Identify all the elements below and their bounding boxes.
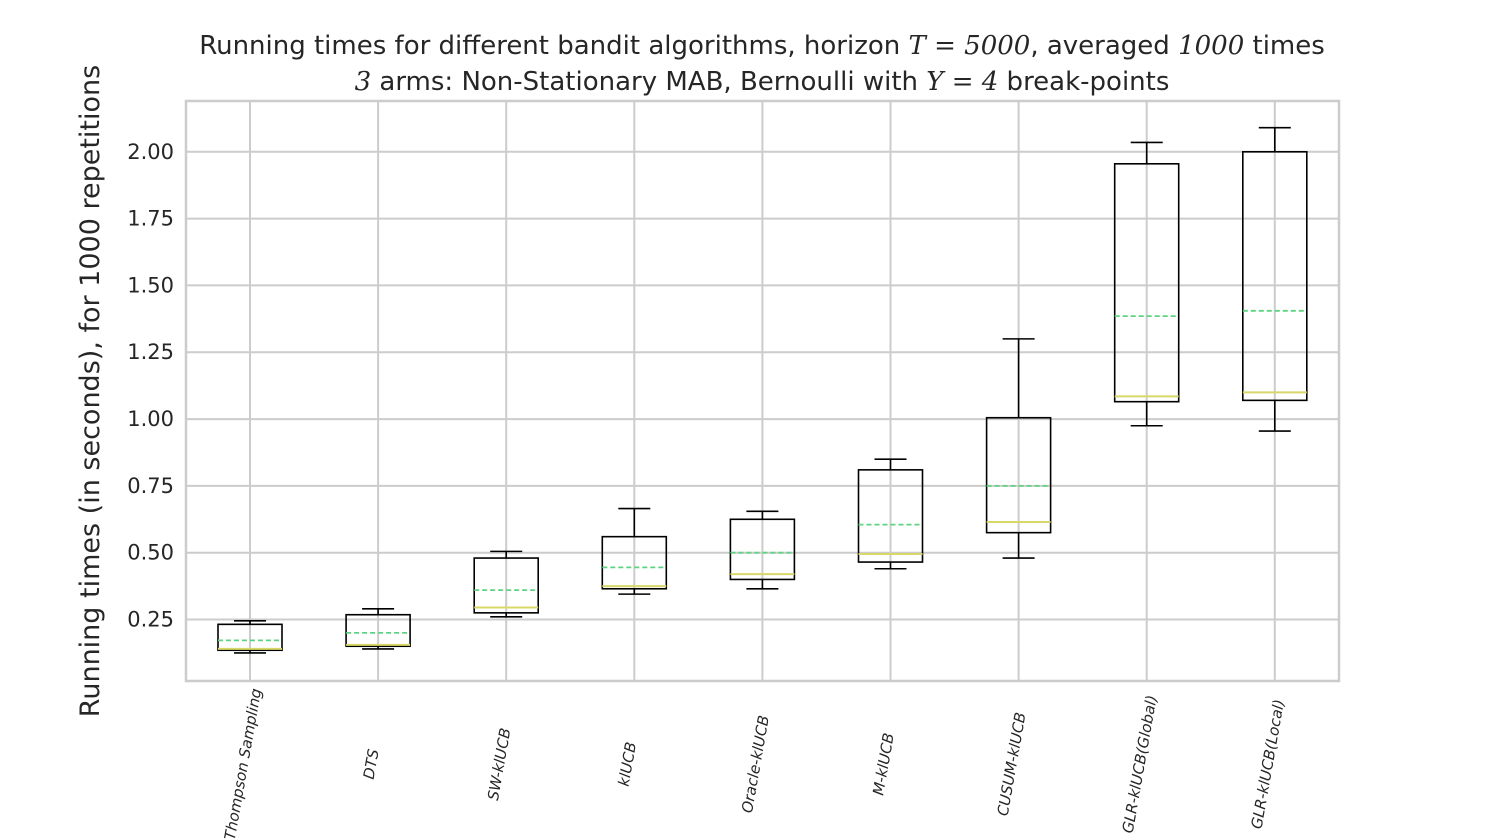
y-tick-label: 1.00 — [127, 407, 174, 431]
title1-middle: , averaged — [1030, 31, 1178, 61]
x-ticks: Thompson Sampling DTS SW-klUCB klUCB Oracle-… — [221, 687, 1288, 840]
box-9 — [1242, 126, 1308, 432]
box-body — [985, 416, 1052, 534]
x-tick-label: Thompson Sampling — [221, 687, 265, 840]
title2-math1: 3 — [355, 67, 372, 97]
plot-frame — [184, 99, 1341, 683]
x-tick-label: CUSUM-klUCB — [994, 711, 1030, 817]
title2-math2: Υ = 4 — [926, 67, 998, 97]
boxes — [217, 126, 1308, 654]
x-tick-label: klUCB — [615, 741, 640, 788]
chart-title-line2: 3 arms: Non-Stationary MAB, Bernoulli wi… — [355, 67, 1170, 97]
title1-math1: T = 5000 — [909, 31, 1031, 61]
x-tick-label: GLR-klUCB(Global) — [1119, 694, 1161, 835]
y-ticks: 0.25 0.50 0.75 1.00 1.25 1.50 1.75 2.00 — [127, 140, 174, 632]
box-body — [217, 623, 283, 652]
y-tick-label: 1.25 — [127, 340, 174, 364]
x-tick-label: M-klUCB — [869, 732, 898, 797]
box-body — [729, 518, 796, 581]
box-body — [601, 535, 668, 590]
box-body — [1242, 150, 1308, 402]
box-5 — [729, 510, 796, 590]
box-body — [857, 469, 924, 563]
box-2 — [345, 608, 411, 650]
title2-middle: arms: Non-Stationary MAB, Bernoulli with — [371, 67, 926, 97]
x-tick-label: Oracle-klUCB — [738, 714, 773, 814]
y-tick-label: 0.25 — [127, 608, 174, 632]
y-tick-label: 1.75 — [127, 207, 174, 231]
x-tick-label: GLR-klUCB(Local) — [1248, 698, 1289, 830]
x-tick-label: SW-klUCB — [484, 727, 514, 802]
y-tick-label: 0.75 — [127, 474, 174, 498]
y-tick-label: 1.50 — [127, 273, 174, 297]
box-body — [1113, 163, 1180, 403]
title1-math2: 1000 — [1178, 31, 1244, 61]
box-3 — [473, 550, 540, 618]
y-tick-label: 0.50 — [127, 541, 174, 565]
box-1 — [217, 620, 283, 654]
box-8 — [1113, 141, 1180, 427]
chart-title-line1: Running times for different bandit algor… — [199, 31, 1325, 61]
title1-suffix: times — [1244, 31, 1325, 61]
y-tick-label: 2.00 — [127, 140, 174, 164]
box-6 — [857, 458, 924, 570]
title2-suffix: break-points — [998, 67, 1169, 97]
x-tick-label: DTS — [360, 747, 383, 780]
box-4 — [601, 507, 668, 595]
grid — [186, 101, 1339, 681]
box-7 — [985, 338, 1052, 559]
box-body — [345, 613, 411, 648]
title1-prefix: Running times for different bandit algor… — [199, 31, 908, 61]
y-axis-label: Running times (in seconds), for 1000 rep… — [75, 65, 106, 717]
box-body — [473, 557, 540, 614]
